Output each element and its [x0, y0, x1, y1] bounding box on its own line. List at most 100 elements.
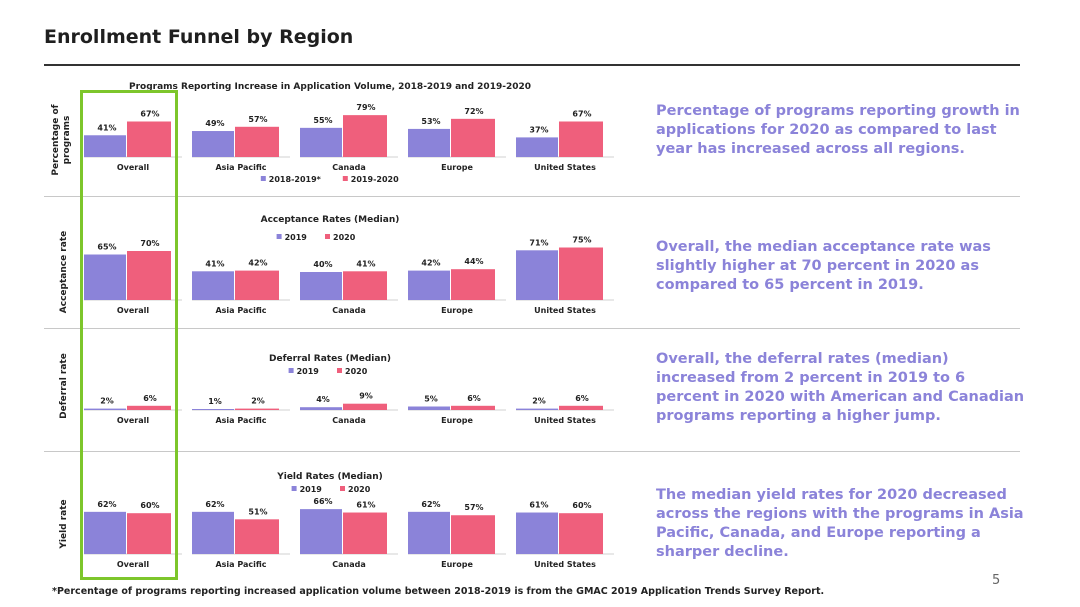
bar-series-a	[192, 409, 234, 410]
data-label: 55%	[313, 116, 332, 125]
data-label: 71%	[529, 238, 548, 247]
footnote: *Percentage of programs reporting increa…	[52, 586, 825, 597]
legend-swatch-b	[340, 486, 345, 491]
legend-label-b: 2020	[333, 233, 356, 242]
bar-series-a	[516, 408, 558, 410]
data-label: 67%	[140, 109, 159, 118]
bar-series-a	[300, 509, 342, 554]
data-label: 5%	[424, 395, 438, 404]
data-label: 75%	[572, 236, 591, 245]
category-label: Canada	[332, 416, 366, 425]
data-label: 60%	[572, 501, 591, 510]
bar-series-a	[300, 127, 342, 157]
data-label: 2%	[100, 397, 114, 406]
chart-title: Programs Reporting Increase in Applicati…	[129, 82, 531, 92]
bar-series-a	[192, 271, 234, 300]
data-label: 37%	[529, 125, 548, 134]
data-label: 42%	[421, 259, 440, 268]
data-label: 57%	[464, 503, 483, 512]
bar-series-a	[84, 408, 126, 410]
legend-label-a: 2019	[297, 367, 320, 376]
data-label: 2%	[532, 397, 546, 406]
data-label: 51%	[248, 507, 267, 516]
y-axis-label: programs	[62, 116, 72, 165]
bar-series-b	[451, 118, 495, 157]
bar-series-b	[127, 405, 171, 410]
row-divider	[44, 451, 1020, 452]
data-label: 70%	[140, 239, 159, 248]
category-label: Overall	[117, 306, 150, 315]
category-label: Europe	[441, 416, 473, 425]
bar-series-b	[127, 251, 171, 300]
data-label: 4%	[316, 395, 330, 404]
bar-series-a	[84, 254, 126, 300]
data-label: 40%	[313, 260, 332, 269]
category-label: Overall	[117, 416, 150, 425]
y-axis-label: Acceptance rate	[59, 231, 69, 313]
category-label: Europe	[441, 560, 473, 569]
page-number: 5	[992, 573, 1001, 588]
bar-series-b	[127, 121, 171, 157]
bar-series-a	[300, 272, 342, 300]
category-label: United States	[534, 560, 596, 569]
legend-label-b: 2019-2020	[351, 175, 399, 184]
legend-swatch-a	[276, 234, 282, 239]
row-divider	[44, 328, 1020, 329]
bar-series-a	[516, 250, 558, 300]
bar-series-b	[343, 403, 387, 410]
chart-title: Yield Rates (Median)	[276, 472, 383, 482]
y-axis-label: Percentage of	[51, 104, 61, 175]
data-label: 53%	[421, 117, 440, 126]
data-label: 41%	[356, 259, 375, 268]
bar-series-a	[408, 270, 450, 300]
overall-highlight-box	[80, 90, 178, 580]
bar-series-a	[192, 131, 234, 157]
chart-title: Deferral Rates (Median)	[269, 354, 391, 364]
data-label: 61%	[356, 501, 375, 510]
bar-series-b	[559, 513, 603, 554]
bar-series-b	[235, 270, 279, 300]
legend-label-b: 2020	[345, 367, 368, 376]
category-label: Asia Pacific	[215, 163, 266, 172]
bar-series-b	[559, 405, 603, 410]
bar-series-b	[559, 121, 603, 157]
data-label: 9%	[359, 392, 373, 401]
category-label: Canada	[332, 163, 366, 172]
bar-series-b	[451, 515, 495, 554]
bar-series-a	[408, 128, 450, 157]
data-label: 49%	[205, 119, 224, 128]
bar-series-a	[192, 511, 234, 554]
category-label: Asia Pacific	[215, 306, 266, 315]
page-title: Enrollment Funnel by Region	[44, 26, 354, 48]
category-label: Canada	[332, 306, 366, 315]
bar-series-a	[84, 511, 126, 554]
data-label: 61%	[529, 501, 548, 510]
category-label: Canada	[332, 560, 366, 569]
legend-swatch-a	[291, 486, 297, 491]
bar-series-b	[559, 247, 603, 300]
data-label: 62%	[205, 500, 224, 509]
legend-label-b: 2020	[348, 485, 371, 494]
category-label: Overall	[117, 560, 150, 569]
legend-swatch-a	[260, 176, 266, 181]
legend-swatch-b	[325, 234, 330, 239]
bar-series-a	[84, 135, 126, 157]
category-label: United States	[534, 416, 596, 425]
bar-series-b	[343, 115, 387, 157]
bar-series-b	[451, 269, 495, 300]
legend-label-a: 2019	[285, 233, 308, 242]
legend-swatch-b	[342, 176, 348, 181]
legend-label-a: 2019	[300, 485, 323, 494]
legend-swatch-a	[288, 368, 294, 373]
data-label: 67%	[572, 109, 591, 118]
data-label: 41%	[97, 123, 116, 132]
data-label: 2%	[251, 397, 265, 406]
bar-series-b	[235, 519, 279, 554]
caption-yield: The median yield rates for 2020 decrease…	[656, 487, 1024, 560]
data-label: 62%	[97, 500, 116, 509]
legend-label-a: 2018-2019*	[269, 175, 322, 184]
category-label: United States	[534, 306, 596, 315]
bar-series-b	[235, 126, 279, 157]
category-label: Overall	[117, 163, 150, 172]
